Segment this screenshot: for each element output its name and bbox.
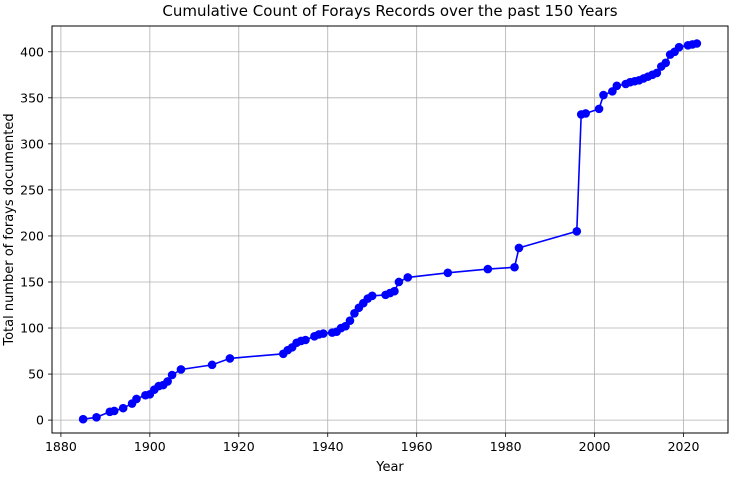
data-point	[132, 394, 141, 404]
data-point	[301, 335, 310, 345]
data-point	[661, 58, 671, 68]
x-tick-label: 1920	[223, 439, 255, 454]
y-tick-label: 200	[20, 228, 44, 243]
data-point	[207, 360, 217, 370]
y-tick-label: 250	[20, 182, 44, 197]
x-tick-label: 1940	[312, 439, 344, 454]
data-point	[92, 413, 101, 422]
data-point	[390, 286, 399, 296]
x-tick-label: 1880	[45, 439, 77, 454]
data-point	[225, 354, 235, 363]
data-point	[367, 291, 377, 301]
data-point	[118, 403, 128, 413]
y-tick-label: 100	[20, 321, 44, 336]
data-point	[581, 109, 590, 118]
x-tick-label: 1980	[490, 439, 522, 454]
data-point	[318, 329, 328, 338]
data-point	[674, 42, 684, 52]
plot-data	[78, 39, 702, 424]
data-point	[599, 90, 608, 100]
data-point	[167, 370, 177, 380]
x-tick-label: 2020	[668, 439, 700, 454]
data-point	[652, 68, 662, 78]
data-point	[514, 243, 524, 253]
y-tick-label: 150	[20, 274, 44, 289]
data-point	[394, 277, 404, 287]
x-tick-label: 2000	[579, 439, 611, 454]
data-point	[483, 264, 493, 274]
data-point	[403, 273, 413, 282]
data-point	[443, 268, 453, 278]
data-point	[109, 406, 119, 416]
data-point	[572, 227, 582, 236]
plot-frame	[51, 25, 729, 434]
data-point	[163, 377, 172, 386]
x-axis-title: Year	[375, 460, 404, 474]
data-point	[176, 365, 186, 374]
data-point	[594, 104, 604, 114]
y-tick-label: 50	[28, 367, 44, 382]
series-line	[82, 42, 698, 420]
data-point	[345, 316, 355, 325]
gridlines	[52, 26, 728, 433]
x-tick-label: 1900	[134, 439, 166, 454]
data-point	[612, 81, 622, 91]
data-point	[510, 262, 519, 272]
y-tick-label: 0	[36, 413, 44, 428]
y-tick-label: 300	[20, 136, 44, 151]
y-tick-label: 400	[20, 44, 44, 59]
y-tick-label: 350	[20, 90, 44, 105]
axis-ticks: 1880 1900 1920 1940 1960 1980 2000 2020 0 50 100 15…	[20, 44, 699, 454]
y-axis-title: Total number of forays documented	[2, 113, 17, 346]
chart-title: Cumulative Count of Forays Records over …	[162, 2, 617, 20]
x-tick-label: 1960	[401, 439, 433, 454]
data-point	[692, 39, 702, 48]
data-point	[78, 414, 88, 424]
